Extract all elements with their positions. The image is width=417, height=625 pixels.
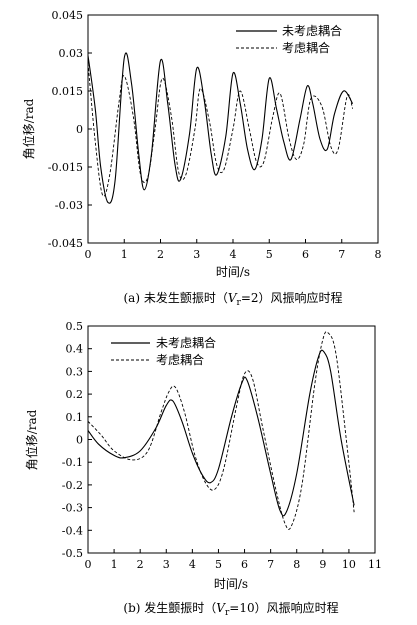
chart-b-legend-label-2: 考虑耦合: [156, 352, 204, 367]
chart-b-series: [87, 331, 355, 530]
chart-a-series-line-1: [87, 52, 354, 204]
chart-a-y-tick-label: 0: [76, 123, 83, 136]
chart-a-y-tick-label: 0.045: [52, 9, 84, 22]
chart-a: 0.045 0.03 0.015 0 -0.015 -0.03 -0.045 0 1 2 3 4 5 6…: [21, 9, 382, 308]
chart-b-x-tick-label: 0: [85, 558, 92, 571]
chart-a-y-tick-label: -0.03: [55, 199, 83, 212]
chart-a-x-tick-label: 6: [302, 248, 309, 261]
chart-b-y-tick-label: 0.5: [66, 320, 84, 333]
chart-b-caption: (b) 发生颤振时（Vr=10）风振响应时程: [123, 600, 338, 618]
chart-b-x-tick-label: 4: [189, 558, 196, 571]
chart-a-x-tick-label: 4: [230, 248, 237, 261]
chart-b-series-line-2: [87, 331, 355, 530]
chart-a-legend-label-1: 未考虑耦合: [282, 23, 342, 38]
chart-b-y-tick-label: -0.5: [62, 547, 83, 560]
chart-a-x-tick-label: 7: [338, 248, 345, 261]
chart-b-y-tick-label: 0.4: [66, 343, 84, 356]
chart-a-x-axis-title: 时间/s: [216, 265, 250, 279]
chart-b-y-axis-title: 角位移/rad: [24, 409, 39, 470]
chart-b-y-tick-label: -0.3: [62, 502, 83, 515]
chart-b-x-tick-label: 3: [163, 558, 170, 571]
chart-b-x-tick-label: 5: [215, 558, 222, 571]
chart-b-x-tick-label: 1: [111, 558, 118, 571]
chart-a-x-tick-label: 0: [85, 248, 92, 261]
chart-b-x-tick-label: 6: [241, 558, 248, 571]
chart-a-x-ticks: 0 1 2 3 4 5 6 7 8: [85, 239, 382, 261]
chart-b-x-tick-label: 8: [293, 558, 300, 571]
chart-a-y-tick-label: 0.03: [59, 47, 84, 60]
chart-a-legend-label-2: 考虑耦合: [282, 40, 330, 55]
chart-b-y-ticks: 0.5 0.4 0.3 0.2 0.1 0 -0.1 -0.2 -0.3 -0.4 -0.5: [62, 320, 92, 560]
chart-b-legend: 未考虑耦合 考虑耦合: [111, 335, 216, 367]
chart-a-x-tick-label: 5: [266, 248, 273, 261]
chart-b-y-tick-label: -0.1: [62, 456, 83, 469]
chart-b-x-tick-label: 10: [342, 558, 356, 571]
chart-a-series-line-2: [87, 63, 354, 197]
chart-a-y-ticks: 0.045 0.03 0.015 0 -0.015 -0.03 -0.045: [48, 9, 92, 250]
chart-b-y-tick-label: -0.4: [62, 524, 83, 537]
chart-b-x-ticks: 0 1 2 3 4 5 6 7 8 9 10 11: [85, 549, 382, 571]
chart-a-x-tick-label: 1: [121, 248, 128, 261]
chart-a-x-tick-label: 3: [193, 248, 200, 261]
chart-b-x-axis-title: 时间/s: [214, 577, 248, 591]
chart-a-legend: 未考虑耦合 考虑耦合: [236, 23, 342, 55]
chart-a-y-tick-label: -0.045: [48, 237, 83, 250]
chart-b-legend-label-1: 未考虑耦合: [156, 335, 216, 350]
chart-b-y-tick-label: -0.2: [62, 479, 83, 492]
chart-b-x-tick-label: 2: [137, 558, 144, 571]
chart-a-y-tick-label: 0.015: [52, 85, 84, 98]
chart-b-x-tick-label: 9: [319, 558, 326, 571]
chart-b-series-line-1: [87, 349, 355, 517]
chart-b: 0.5 0.4 0.3 0.2 0.1 0 -0.1 -0.2 -0.3 -0.4 -0.5 0 1 2…: [24, 320, 382, 618]
chart-a-y-axis-title: 角位移/rad: [21, 98, 36, 159]
chart-a-x-tick-label: 8: [375, 248, 382, 261]
chart-b-y-tick-label: 0.1: [66, 411, 84, 424]
chart-a-y-tick-label: -0.015: [48, 161, 83, 174]
chart-a-caption: (a) 未发生颤振时（Vr=2）风振响应时程: [123, 290, 342, 308]
chart-a-series: [87, 52, 354, 204]
chart-b-y-tick-label: 0.2: [66, 388, 84, 401]
chart-b-y-tick-label: 0.3: [66, 365, 84, 378]
chart-b-x-tick-label: 11: [368, 558, 382, 571]
chart-a-x-tick-label: 2: [157, 248, 164, 261]
chart-b-y-tick-label: 0: [76, 434, 83, 447]
chart-b-x-tick-label: 7: [267, 558, 274, 571]
